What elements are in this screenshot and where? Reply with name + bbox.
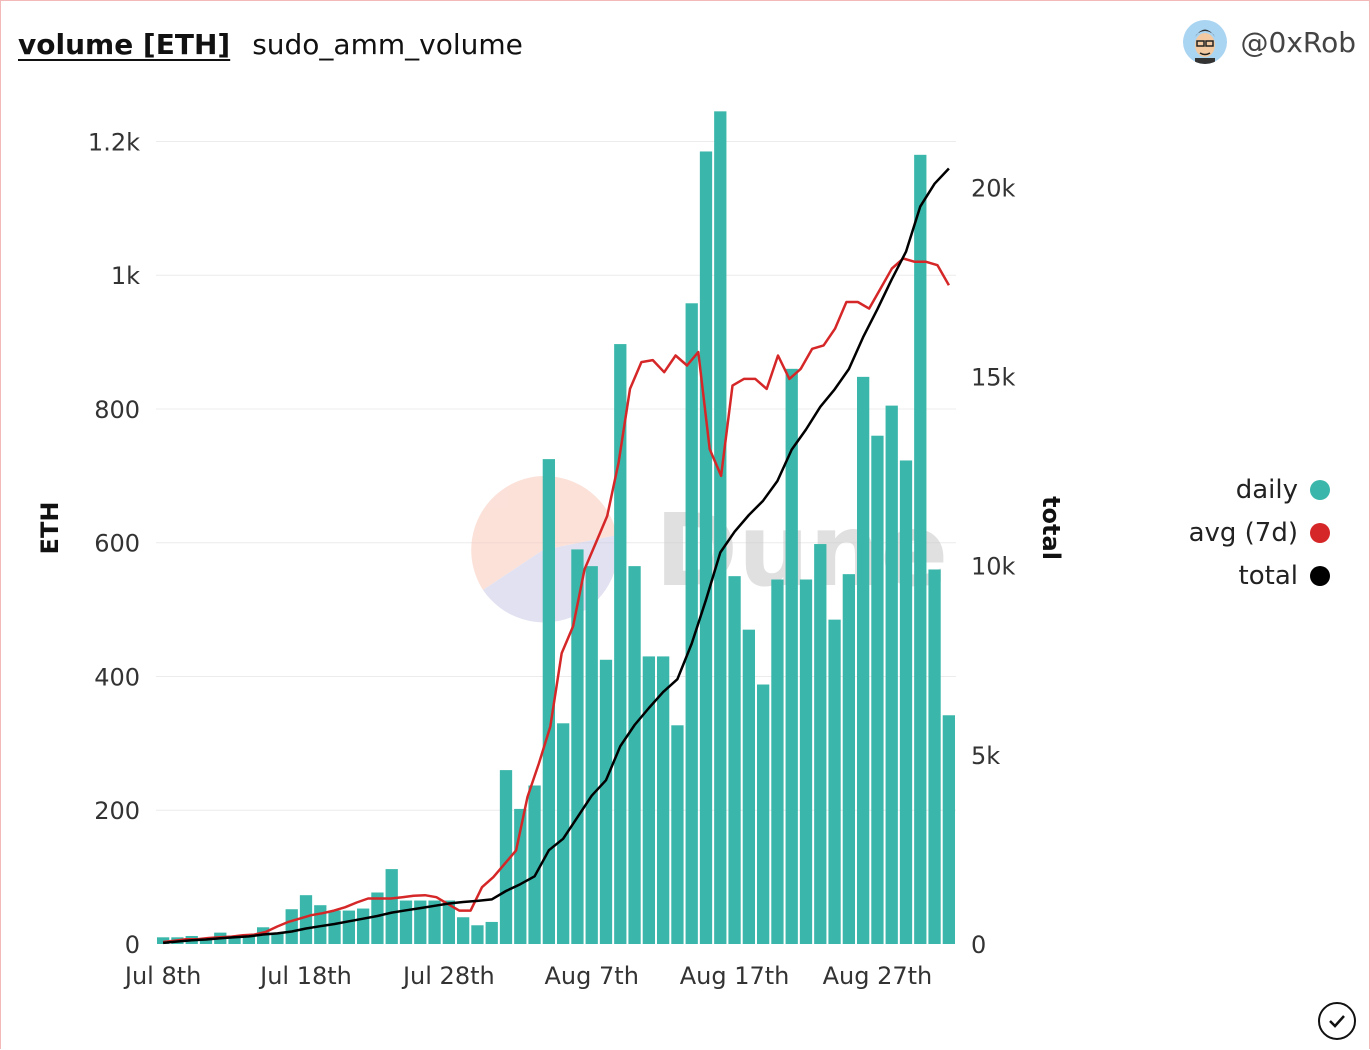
daily-bar[interactable]: [757, 684, 770, 944]
y2-tick-label: 10k: [971, 553, 1016, 581]
daily-bar[interactable]: [399, 900, 413, 944]
legend-color-dot: [1310, 479, 1330, 500]
series-lines: [162, 167, 950, 945]
total-line[interactable]: [162, 167, 950, 945]
visualization-name: sudo_amm_volume: [252, 27, 523, 61]
y-tick-label: 600: [94, 530, 140, 558]
author-info[interactable]: @0xRob: [1182, 20, 1357, 64]
daily-bar[interactable]: [414, 900, 427, 944]
daily-bar[interactable]: [685, 303, 698, 944]
daily-bar[interactable]: [557, 723, 570, 944]
y2-tick-label: 15k: [971, 364, 1016, 392]
daily-bar[interactable]: [299, 895, 313, 944]
daily-bar[interactable]: [642, 656, 655, 944]
daily-bar[interactable]: [428, 900, 441, 944]
daily-bar[interactable]: [614, 344, 627, 944]
daily-bars: [157, 111, 955, 945]
daily-bar[interactable]: [357, 908, 370, 944]
daily-bar[interactable]: [599, 659, 613, 944]
daily-bar[interactable]: [699, 151, 713, 945]
y-axis-right: 0 5k 10k 15k 20k: [971, 174, 1016, 959]
chart-header: volume [ETH] sudo_amm_volume: [18, 24, 523, 64]
daily-bar[interactable]: [485, 921, 498, 944]
daily-bar[interactable]: [785, 368, 798, 944]
daily-bar[interactable]: [828, 619, 841, 944]
legend: daily avg (7d) total: [1189, 468, 1330, 597]
daily-bar[interactable]: [871, 435, 884, 944]
daily-bar[interactable]: [328, 910, 341, 944]
y-tick-label: 1k: [111, 262, 140, 290]
daily-bar[interactable]: [228, 937, 241, 944]
daily-bar[interactable]: [457, 917, 470, 944]
daily-bar[interactable]: [157, 937, 170, 944]
daily-bar[interactable]: [199, 939, 213, 944]
legend-label: avg (7d): [1188, 517, 1298, 548]
daily-bar[interactable]: [499, 770, 513, 944]
x-tick-label: Aug 27th: [823, 962, 933, 990]
x-tick-label: Aug 7th: [545, 962, 639, 990]
daily-bar[interactable]: [714, 111, 727, 945]
y2-axis-title: total: [1037, 496, 1065, 560]
daily-bar[interactable]: [814, 544, 827, 944]
daily-bar[interactable]: [914, 154, 927, 945]
avatar-face-icon: [1182, 20, 1227, 64]
legend-item[interactable]: avg (7d): [1189, 511, 1330, 554]
x-tick-label: Jul 8th: [123, 962, 201, 990]
y-tick-label: 0: [125, 931, 140, 959]
y-tick-label: 1.2k: [88, 128, 140, 156]
x-tick-label: Jul 18th: [258, 962, 352, 990]
daily-bar[interactable]: [928, 569, 941, 944]
daily-bar[interactable]: [528, 785, 541, 944]
daily-bar[interactable]: [442, 900, 455, 944]
daily-bar[interactable]: [771, 579, 784, 944]
daily-bar[interactable]: [628, 566, 641, 944]
daily-bar[interactable]: [571, 549, 584, 944]
y2-tick-label: 5k: [971, 742, 1000, 770]
daily-bar[interactable]: [242, 935, 255, 944]
legend-color-dot: [1310, 565, 1330, 586]
daily-bar[interactable]: [885, 405, 898, 945]
checkmark-icon[interactable]: [1318, 1002, 1356, 1040]
daily-bar[interactable]: [899, 460, 913, 944]
author-name[interactable]: @0xRob: [1240, 25, 1357, 59]
x-tick-label: Jul 28th: [401, 962, 495, 990]
y-axis-left: 0 200 400 600 800 1k 1.2k: [88, 128, 140, 959]
query-title-link[interactable]: volume [ETH]: [18, 27, 231, 61]
x-tick-label: Aug 17th: [680, 962, 790, 990]
daily-bar[interactable]: [471, 925, 484, 944]
daily-bar[interactable]: [657, 656, 670, 944]
legend-color-dot: [1310, 522, 1330, 543]
avg-7d-line[interactable]: [162, 257, 950, 944]
daily-bar[interactable]: [342, 910, 355, 944]
y-tick-label: 400: [94, 663, 140, 691]
legend-label: total: [1238, 560, 1298, 591]
y-tick-label: 800: [94, 396, 140, 424]
daily-bar[interactable]: [799, 579, 813, 944]
daily-bar[interactable]: [942, 715, 955, 944]
daily-bar[interactable]: [842, 574, 855, 944]
daily-bar[interactable]: [385, 869, 398, 944]
daily-bar[interactable]: [271, 932, 284, 944]
y2-tick-label: 20k: [971, 174, 1016, 202]
author-avatar[interactable]: [1182, 20, 1227, 64]
y2-tick-label: 0: [971, 931, 986, 959]
legend-item[interactable]: total: [1189, 554, 1330, 597]
daily-bar[interactable]: [371, 892, 384, 944]
daily-bar[interactable]: [857, 376, 870, 944]
daily-bar[interactable]: [285, 909, 298, 944]
legend-label: daily: [1235, 474, 1298, 505]
daily-bar[interactable]: [671, 725, 684, 944]
x-axis: Jul 8th Jul 18th Jul 28th Aug 7th Aug 17th Au…: [123, 962, 932, 990]
daily-bar[interactable]: [742, 629, 755, 944]
y-tick-label: 200: [94, 797, 140, 825]
daily-bar[interactable]: [585, 566, 598, 944]
legend-item[interactable]: daily: [1189, 468, 1330, 511]
daily-bar[interactable]: [728, 576, 741, 944]
y-axis-title: ETH: [36, 502, 64, 555]
daily-bar[interactable]: [542, 459, 555, 944]
